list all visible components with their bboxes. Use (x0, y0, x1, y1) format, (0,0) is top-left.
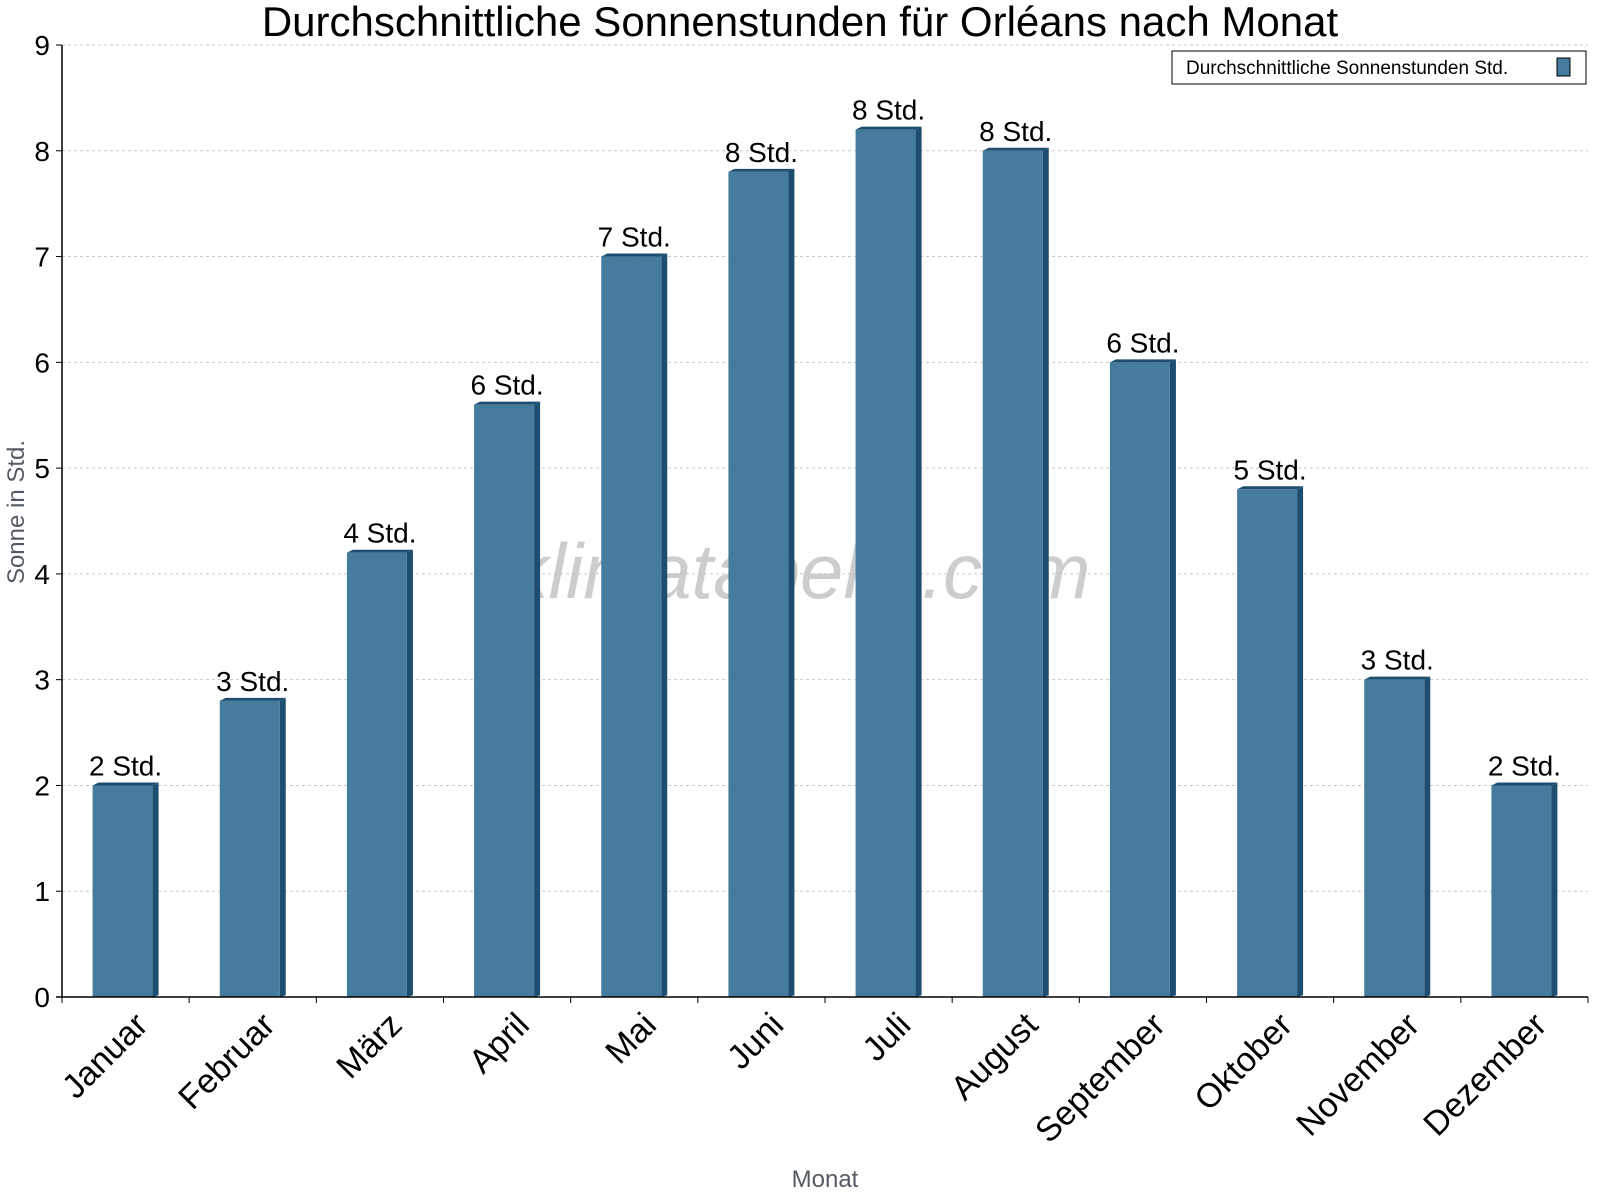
bar-top (855, 126, 922, 130)
x-tick-label: Dezember (1416, 1006, 1554, 1144)
y-tick-label: 1 (34, 876, 50, 907)
legend-label: Durchschnittliche Sonnenstunden Std. (1186, 58, 1508, 79)
bar-top (474, 401, 541, 405)
y-tick-label: 3 (34, 665, 50, 696)
bar-side (788, 168, 795, 997)
bar-top (219, 697, 286, 701)
bar-side (406, 549, 413, 997)
bar-juli (855, 126, 922, 998)
bar (601, 256, 662, 997)
bar-märz (346, 549, 413, 997)
x-tick-label: Juli (855, 1006, 918, 1069)
bar-top (1364, 676, 1431, 680)
bar-top (1237, 486, 1304, 490)
bar (346, 552, 407, 997)
bar (728, 171, 789, 997)
bar (1491, 785, 1552, 997)
bar-august (982, 147, 1049, 997)
grid-lines (62, 44, 1588, 892)
bar-top (1109, 359, 1176, 363)
bar (1364, 679, 1425, 997)
x-tick-label: August (944, 1005, 1046, 1107)
x-axis-title: Monat (792, 1166, 859, 1193)
data-label: 6 Std. (1106, 327, 1179, 358)
legend-swatch (1556, 57, 1571, 77)
legend: Durchschnittliche Sonnenstunden Std. (1171, 50, 1587, 85)
bar-november (1364, 676, 1431, 997)
data-label: 5 Std. (1233, 454, 1306, 485)
bars: 2 Std. 3 Std. 4 Std. 6 Std. 7 Std. 8 Std. 8 St… (89, 95, 1561, 998)
bar-dezember (1491, 782, 1558, 997)
x-tick-label: Oktober (1187, 1006, 1299, 1118)
bar-oktober (1237, 486, 1304, 997)
bar-side (279, 697, 286, 997)
bar-side (1169, 359, 1176, 997)
bar-januar (92, 782, 159, 997)
bar-top (1491, 782, 1558, 786)
data-label: 8 Std. (979, 116, 1052, 147)
chart-title: Durchschnittliche Sonnenstunden für Orlé… (262, 0, 1339, 45)
y-tick-label: 0 (34, 982, 50, 1013)
x-tick-label: November (1289, 1006, 1427, 1144)
bar (1109, 362, 1170, 997)
bar-februar (219, 697, 286, 997)
x-tick-label: Juni (720, 1006, 791, 1077)
x-tick-label: März (329, 1006, 409, 1086)
bar-top (92, 782, 159, 786)
bar-mai (601, 253, 668, 998)
x-tick-label: Januar (55, 1006, 155, 1106)
y-axis-title: Sonne in Std. (3, 440, 30, 584)
bar-top (982, 147, 1049, 151)
bar-top (346, 549, 413, 553)
bar-side (1551, 782, 1558, 997)
bar-september (1109, 359, 1176, 997)
bar-top (728, 168, 795, 172)
y-tick-label: 8 (34, 136, 50, 167)
x-tick-label: Februar (171, 1006, 282, 1117)
bar (982, 150, 1043, 997)
bar (219, 700, 280, 997)
bar-april (474, 401, 541, 998)
bar-side (661, 253, 668, 998)
bar-side (534, 401, 541, 998)
x-tick-label: Mai (598, 1006, 664, 1072)
data-label: 8 Std. (725, 137, 798, 168)
bar-side (1042, 147, 1049, 997)
bar-side (1424, 676, 1431, 997)
y-tick-label: 2 (34, 770, 50, 801)
y-tick-label: 7 (34, 242, 50, 273)
x-tick-label: April (462, 1006, 537, 1081)
x-tick-label: September (1028, 1006, 1172, 1150)
bar-side (915, 126, 922, 998)
data-label: 2 Std. (1488, 750, 1561, 781)
bar-top (601, 253, 668, 257)
data-label: 7 Std. (598, 222, 671, 253)
bar-side (152, 782, 159, 997)
data-label: 3 Std. (1361, 645, 1434, 676)
bar (855, 129, 916, 998)
y-tick-label: 6 (34, 347, 50, 378)
bar (92, 785, 153, 997)
legend-box (1171, 50, 1587, 85)
data-label: 6 Std. (470, 370, 543, 401)
y-tick-label: 5 (34, 453, 50, 484)
data-label: 2 Std. (89, 750, 162, 781)
y-tick-label: 4 (34, 559, 50, 590)
bar (1237, 489, 1298, 997)
data-label: 4 Std. (343, 518, 416, 549)
bar-side (1297, 486, 1304, 997)
bar-juni (728, 168, 795, 997)
bar (474, 404, 535, 998)
data-label: 3 Std. (216, 666, 289, 697)
data-label: 8 Std. (852, 95, 925, 126)
y-tick-label: 9 (34, 30, 50, 61)
